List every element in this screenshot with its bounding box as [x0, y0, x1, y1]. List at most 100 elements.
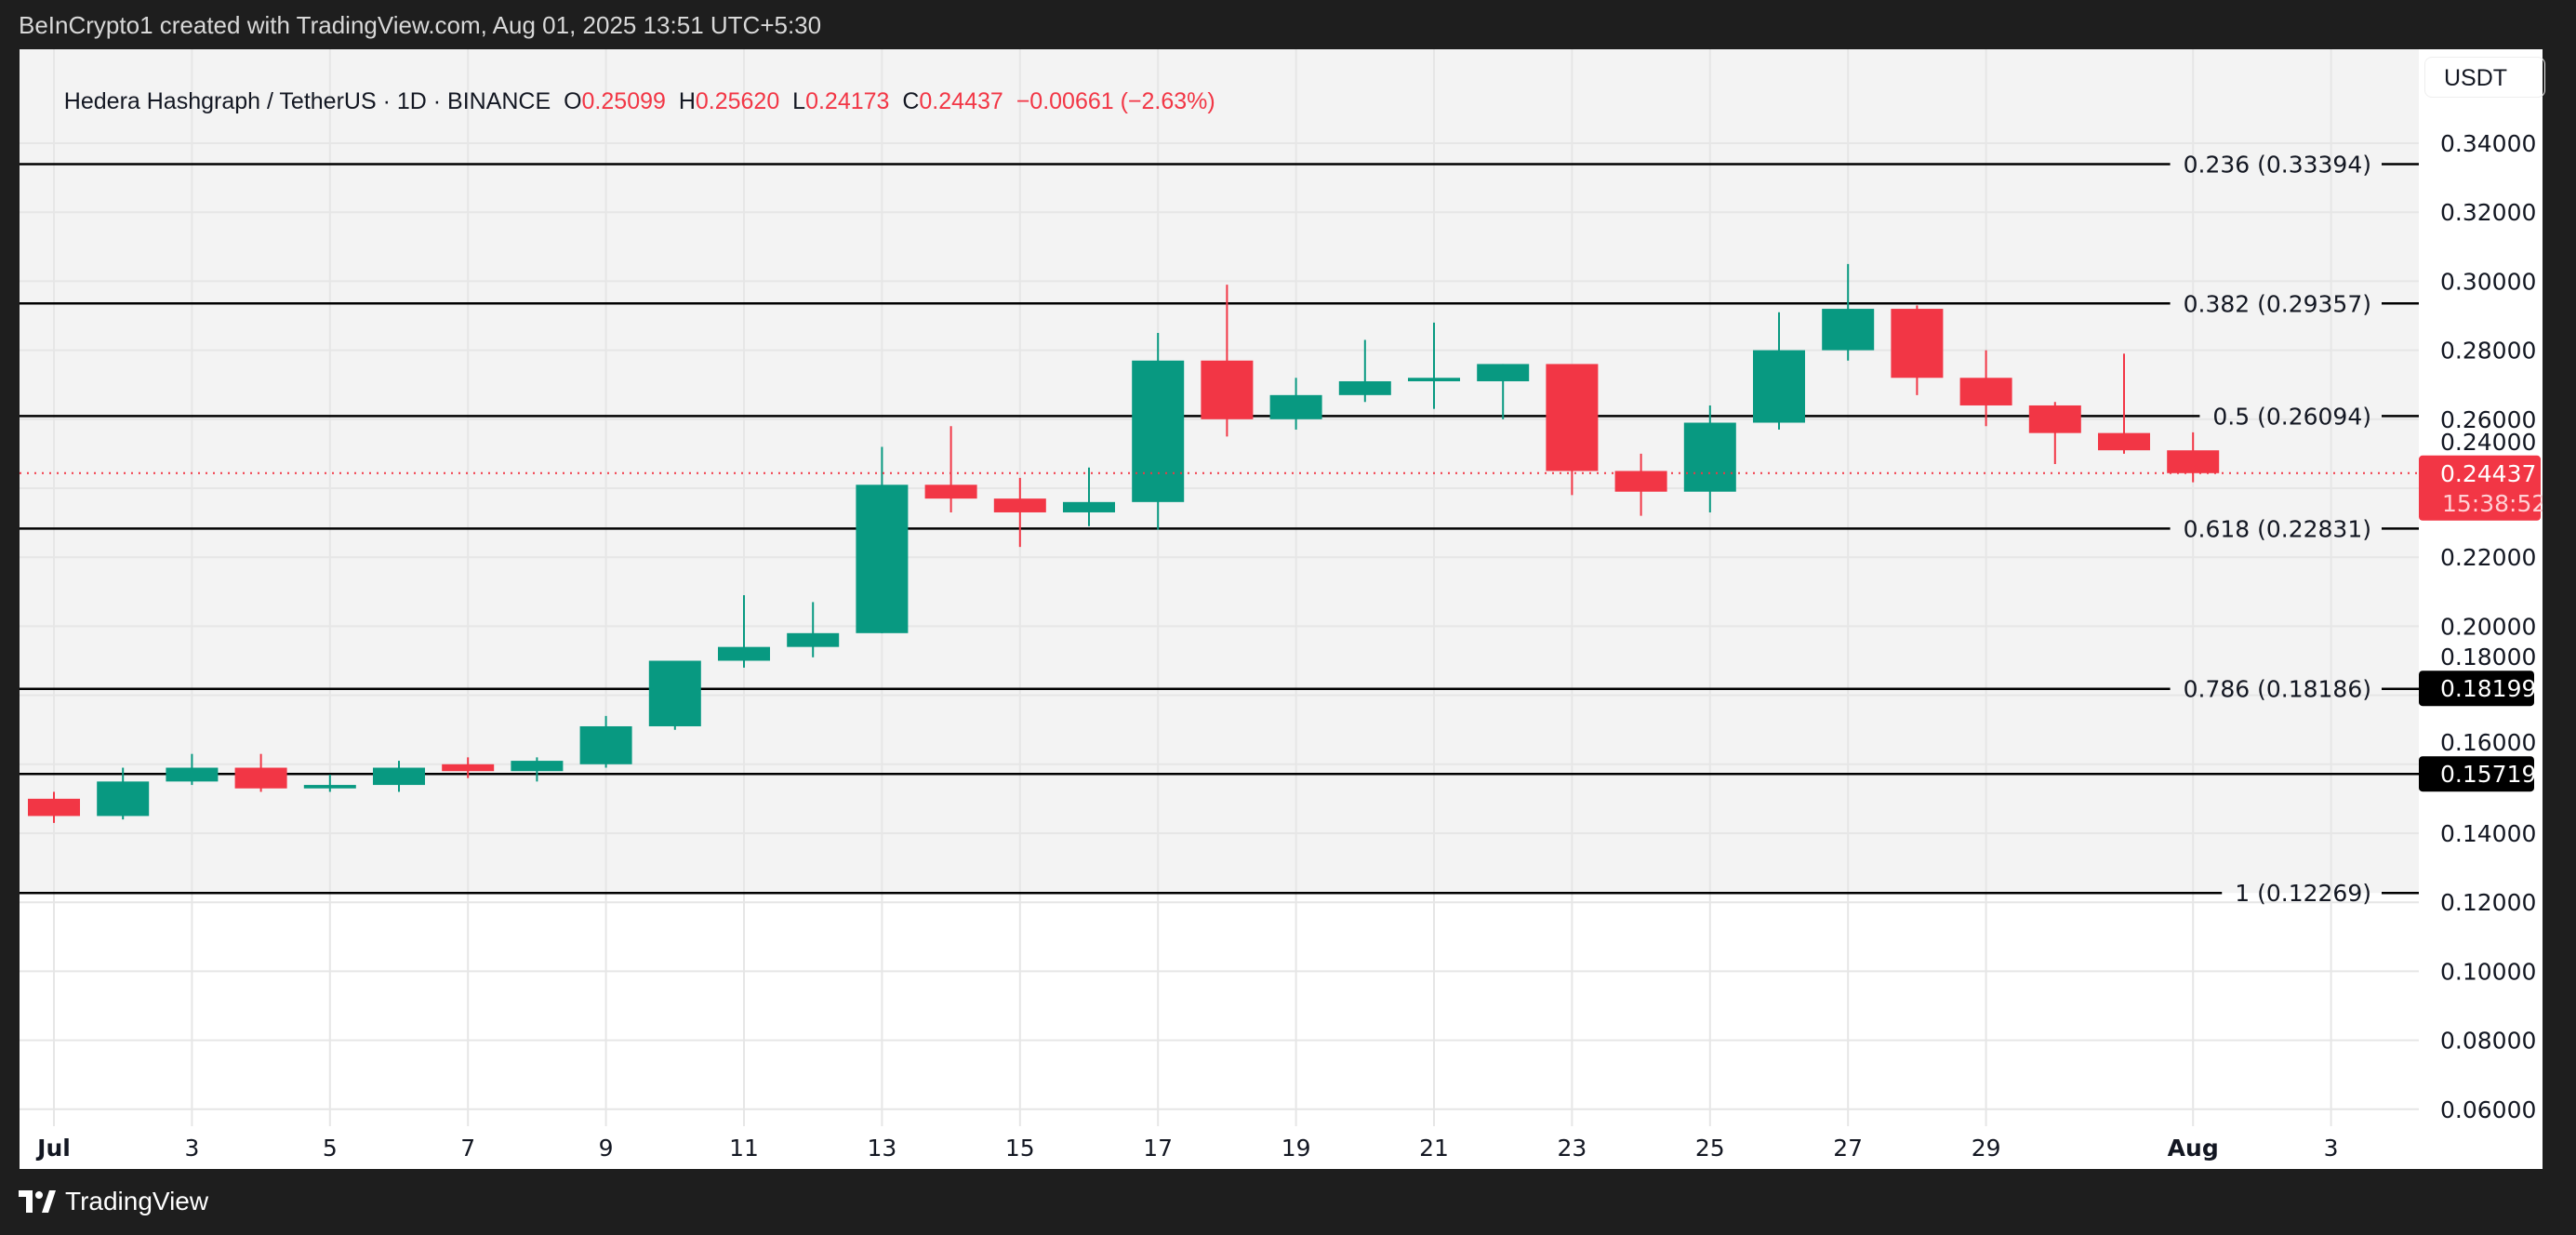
candle-body	[856, 485, 909, 633]
ohlc-legend: Hedera Hashgraph / TetherUS · 1D · BINAN…	[38, 61, 1215, 142]
chart-panel[interactable]: 0.236 (0.33394) 0.382 (0.29357) 0.5 (0.260…	[20, 49, 2545, 1169]
candle-body	[1891, 309, 1944, 378]
candle	[2098, 353, 2150, 454]
x-tick-label: Jul	[35, 1135, 71, 1162]
candle-body	[2167, 450, 2220, 473]
countdown-text: 15:38:52	[2442, 490, 2543, 517]
y-tick-label: 0.18000	[2440, 644, 2536, 671]
candle	[234, 753, 287, 792]
x-tick-label: 25	[1695, 1135, 1725, 1162]
candle-body	[787, 632, 840, 647]
candle-body	[97, 781, 150, 817]
candle-body	[1959, 378, 2012, 405]
x-tick-label: 3	[2324, 1135, 2339, 1162]
low-label: L	[792, 88, 806, 114]
x-tick-label: 29	[1972, 1135, 2001, 1162]
y-tick-label: 0.28000	[2440, 338, 2536, 365]
y-tick-label: 0.32000	[2440, 199, 2536, 226]
currency-button[interactable]: USDT	[2424, 57, 2545, 98]
candle	[373, 761, 425, 792]
y-tick-label: 0.30000	[2440, 268, 2536, 295]
y-tick-label: 0.20000	[2440, 613, 2536, 640]
candle-body	[2028, 405, 2081, 433]
tradingview-logo-icon	[19, 1190, 56, 1213]
candle	[511, 757, 564, 782]
fib-label: 0.382 (0.29357)	[2184, 290, 2371, 317]
x-tick-label: 9	[599, 1135, 614, 1162]
x-tick-label: 17	[1143, 1135, 1173, 1162]
change-value: −0.00661 (−2.63%)	[1016, 88, 1215, 114]
candle	[1201, 285, 1254, 437]
candle-body	[1269, 394, 1322, 419]
candle-body	[234, 767, 287, 789]
candle-body	[1683, 422, 1736, 492]
x-tick-label: 21	[1419, 1135, 1449, 1162]
candlestick-chart[interactable]: 0.236 (0.33394) 0.382 (0.29357) 0.5 (0.260…	[20, 49, 2543, 1169]
candle-body	[166, 767, 219, 782]
candle	[648, 660, 701, 730]
y-tick-label: 0.12000	[2440, 889, 2536, 916]
symbol-title[interactable]: Hedera Hashgraph / TetherUS · 1D · BINAN…	[63, 88, 551, 114]
x-tick-label: 19	[1281, 1135, 1311, 1162]
candle	[1408, 322, 1460, 409]
fib-shaded-area	[20, 49, 2419, 894]
candle	[856, 446, 909, 633]
x-tick-label: 23	[1557, 1135, 1587, 1162]
high-value: 0.25620	[695, 88, 780, 114]
y-tick-label: 0.22000	[2440, 544, 2536, 571]
x-tick-label: 3	[184, 1135, 199, 1162]
candle-body	[373, 767, 425, 786]
candle-body	[579, 725, 632, 764]
tradingview-logo[interactable]: TradingView	[19, 1187, 208, 1216]
candle	[1959, 350, 2012, 427]
chart-attribution: BeInCrypto1 created with TradingView.com…	[19, 11, 822, 39]
y-tick-label: 0.34000	[2440, 130, 2536, 157]
fib-label: 0.618 (0.22831)	[2184, 515, 2371, 542]
high-label: H	[678, 88, 696, 114]
candle	[579, 715, 632, 768]
close-value: 0.24437	[919, 88, 1003, 114]
candle-body	[442, 764, 495, 772]
candle	[1891, 305, 1944, 395]
candle	[924, 426, 977, 512]
candle	[993, 477, 1046, 548]
candle	[1063, 467, 1115, 526]
x-tick-label: 13	[867, 1135, 896, 1162]
x-tick-label: 15	[1005, 1135, 1035, 1162]
candle	[1477, 364, 1530, 419]
candle	[28, 791, 80, 823]
candle	[1546, 364, 1599, 496]
candle	[303, 774, 356, 792]
y-tick-label: 0.08000	[2440, 1028, 2536, 1055]
candle	[97, 767, 150, 820]
candle-body	[1063, 501, 1115, 512]
open-value: 0.25099	[581, 88, 666, 114]
fib-label: 0.5 (0.26094)	[2212, 403, 2371, 430]
price-badge	[2419, 756, 2534, 792]
fib-label: 1 (0.12269)	[2235, 880, 2371, 907]
candle	[1822, 263, 1875, 361]
y-tick-label: 0.24000	[2440, 429, 2536, 456]
last-price-text: 0.24437	[2440, 460, 2536, 487]
fib-label: 0.786 (0.18186)	[2184, 676, 2371, 703]
open-label: O	[564, 88, 582, 114]
candle-body	[718, 646, 770, 661]
candle-body	[924, 485, 977, 499]
y-tick-label: 0.06000	[2440, 1096, 2536, 1123]
price-badge-text: 0.15719	[2440, 761, 2536, 788]
y-tick-label: 0.16000	[2440, 729, 2536, 756]
x-tick-label: 11	[729, 1135, 759, 1162]
candle-body	[1408, 378, 1460, 381]
candle	[1683, 405, 1736, 512]
last-price-badge	[2419, 455, 2541, 521]
price-badge-text: 0.18199	[2440, 675, 2536, 702]
candle-body	[1201, 360, 1254, 419]
low-value: 0.24173	[805, 88, 890, 114]
x-tick-label: Aug	[2168, 1135, 2219, 1162]
x-tick-label: 5	[323, 1135, 338, 1162]
candle	[1338, 339, 1391, 403]
close-label: C	[902, 88, 920, 114]
candle	[718, 595, 770, 668]
candle-body	[1822, 309, 1875, 351]
candle-body	[28, 798, 80, 817]
